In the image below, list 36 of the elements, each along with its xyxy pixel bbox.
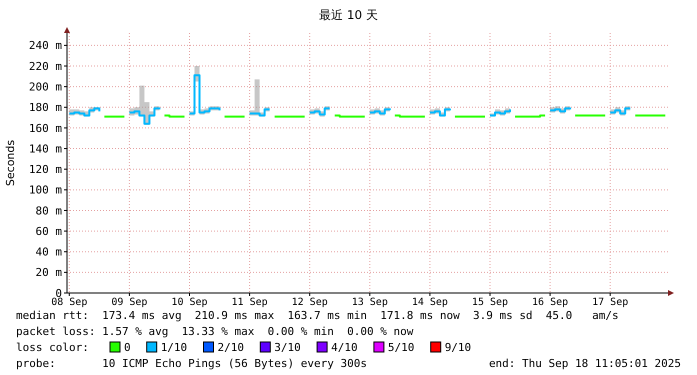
y-tick-label: 140 m [28, 142, 62, 156]
legend-label: 5/10 [388, 341, 414, 354]
legend-label: 3/10 [274, 341, 301, 354]
y-tick-label: 200 m [28, 80, 62, 94]
y-tick-label: 240 m [28, 39, 62, 52]
y-axis-title: Seconds [4, 140, 17, 186]
text: packet loss: 1.57 % avg 13.33 % max 0.00 % min 0.00 % now [16, 325, 414, 338]
legend-label: 9/10 [444, 341, 472, 354]
y-tick-label: 160 m [28, 122, 62, 135]
x-tick-label: 12 Sep [292, 297, 328, 308]
y-tick-label: 220 m [28, 60, 62, 73]
legend-title: loss color: [16, 341, 89, 354]
y-tick-label: 100 m [28, 184, 62, 197]
x-tick-label: 11 Sep [232, 297, 268, 308]
y-tick-label: 60 m [36, 224, 62, 238]
chart-title: 最近 10 天 [319, 8, 378, 22]
y-tick-label: 120 m [28, 163, 62, 176]
x-tick-label: 14 Sep [412, 297, 448, 308]
text: median rtt: 173.4 ms avg 210.9 ms max 163.7 ms min 171.8 ms now 3.9 ms sd 45.0 am/s [16, 309, 619, 322]
x-tick-label: 13 Sep [352, 297, 388, 308]
x-tick-label: 09 Sep [111, 297, 148, 308]
legend-label: 1/10 [160, 341, 188, 354]
y-tick-label: 180 m [28, 101, 62, 114]
y-tick-label: 80 m [36, 204, 62, 218]
legend-label: 4/10 [331, 341, 358, 354]
legend-label: 0 [124, 341, 131, 354]
x-tick-label: 08 Sep [51, 297, 88, 308]
x-tick-label: 10 Sep [171, 297, 208, 308]
x-tick-label: 17 Sep [592, 297, 628, 308]
x-tick-label: 15 Sep [472, 297, 508, 308]
y-tick-label: 40 m [36, 246, 62, 259]
y-tick-label: 20 m [36, 266, 62, 280]
legend-label: 2/10 [218, 341, 244, 354]
text: end: Thu Sep 18 11:05:01 2025 [488, 357, 681, 370]
x-tick-label: 16 Sep [532, 297, 568, 308]
text: probe: 10 ICMP Echo Pings (56 Bytes) every 300s [16, 357, 367, 370]
